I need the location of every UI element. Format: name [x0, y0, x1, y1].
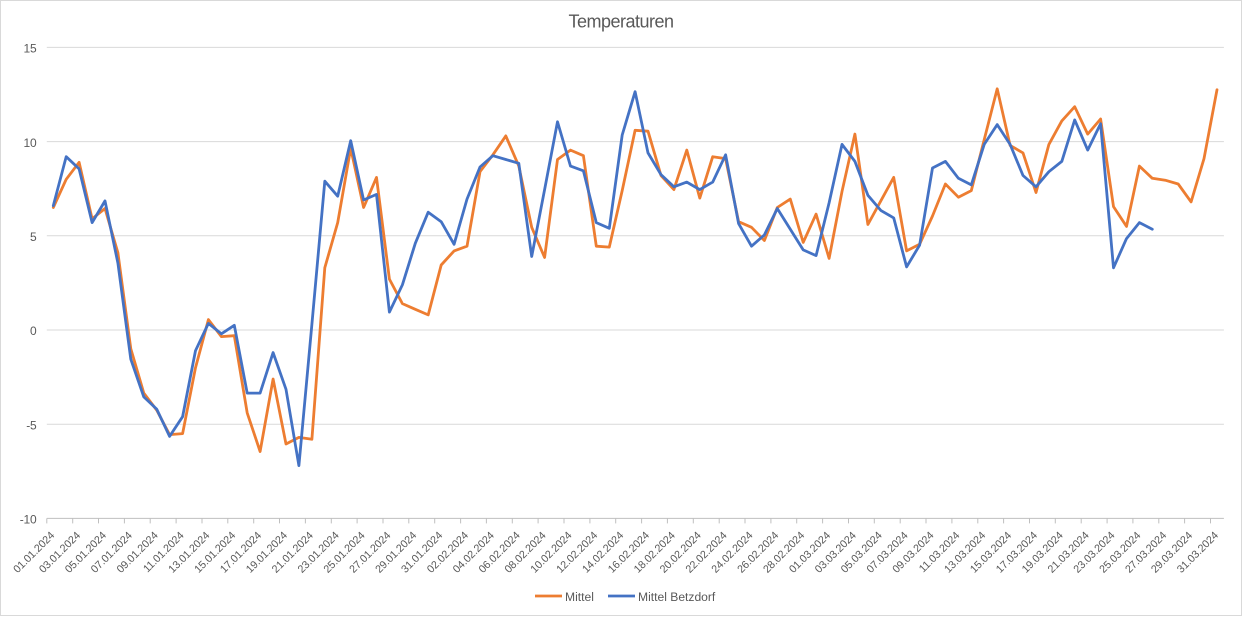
svg-text:0: 0 [30, 324, 37, 338]
svg-text:15: 15 [24, 42, 37, 56]
svg-text:-5: -5 [26, 418, 37, 432]
svg-text:Mittel Betzdorf: Mittel Betzdorf [638, 590, 716, 604]
svg-text:Mittel: Mittel [565, 590, 594, 604]
svg-text:10: 10 [24, 136, 37, 150]
svg-text:Temperaturen: Temperaturen [568, 12, 673, 32]
svg-text:5: 5 [30, 230, 37, 244]
svg-text:-10: -10 [20, 513, 37, 527]
